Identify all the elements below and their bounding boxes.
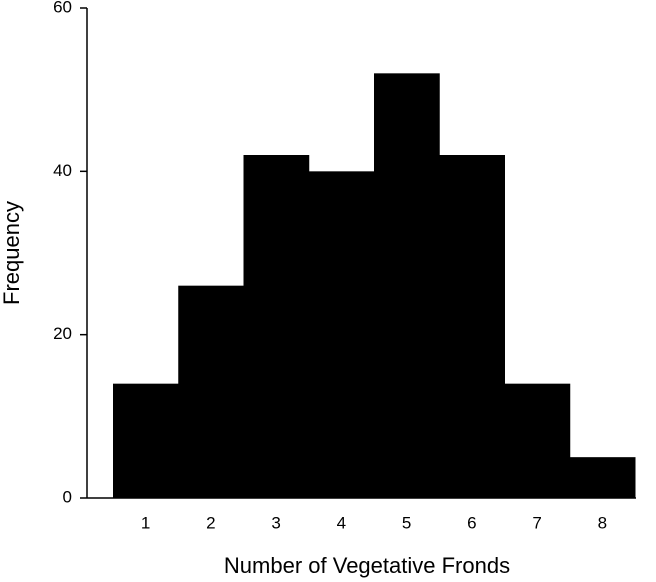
bar: [374, 73, 440, 498]
y-axis-label: Frequency: [0, 201, 24, 305]
x-axis-label: Number of Vegetative Fronds: [224, 553, 510, 578]
bar: [504, 383, 571, 498]
x-tick-label: 6: [467, 513, 476, 532]
x-tick-label: 1: [141, 513, 150, 532]
bar: [243, 155, 310, 498]
bar: [178, 285, 244, 498]
bar: [439, 155, 505, 498]
x-tick-label: 2: [206, 513, 215, 532]
x-tick-label: 4: [337, 513, 346, 532]
y-tick-label: 60: [53, 0, 72, 16]
x-tick-label: 8: [598, 513, 607, 532]
bar: [308, 171, 375, 499]
bar: [569, 457, 636, 498]
x-tick-label: 3: [271, 513, 280, 532]
x-tick-label: 5: [402, 513, 411, 532]
bar: [113, 383, 179, 498]
y-tick-label: 20: [53, 324, 72, 343]
x-tick-label: 7: [532, 513, 541, 532]
y-tick-label: 0: [63, 487, 72, 506]
y-tick-label: 40: [53, 161, 72, 180]
